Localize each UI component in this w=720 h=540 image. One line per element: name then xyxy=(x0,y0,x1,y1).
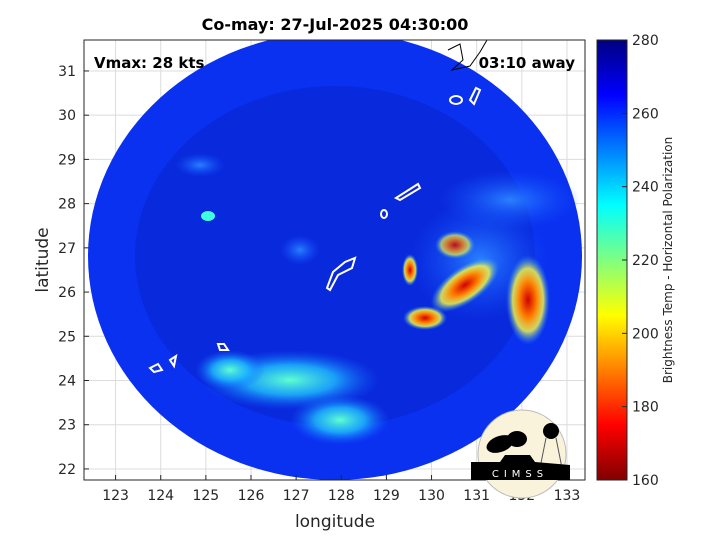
coastline xyxy=(148,86,482,374)
colorbar-ticks: 160 180 200 220 240 260 280 xyxy=(622,33,659,489)
colorbar-label: Brightness Temp - Horizontal Polarizatio… xyxy=(661,137,675,384)
logo-text: CIMSS xyxy=(492,469,548,480)
x-tick-label: 133 xyxy=(554,488,581,504)
y-axis: 22 23 24 25 26 27 28 29 30 31 xyxy=(58,64,89,478)
x-tick-label: 123 xyxy=(102,488,129,504)
x-tick-label: 129 xyxy=(373,488,400,504)
y-tick-label: 30 xyxy=(58,108,76,124)
x-tick-label: 124 xyxy=(147,488,174,504)
vmax-label: Vmax: 28 kts xyxy=(94,54,204,72)
colorbar-tick-label: 280 xyxy=(632,33,659,49)
colorbar-tick-label: 240 xyxy=(632,180,659,196)
colorbar-tick-label: 260 xyxy=(632,106,659,122)
x-tick-label: 127 xyxy=(283,488,310,504)
colorbar-tick-label: 220 xyxy=(632,253,659,269)
y-tick-label: 27 xyxy=(58,241,76,257)
brightness-field xyxy=(88,40,582,480)
x-axis: 123124125126127128129130131132133 xyxy=(102,475,580,504)
cimss-logo: CIMSS xyxy=(471,409,570,499)
x-tick-label: 131 xyxy=(463,488,490,504)
y-tick-label: 26 xyxy=(58,285,76,301)
y-tick-label: 28 xyxy=(58,197,76,213)
y-tick-label: 31 xyxy=(58,64,76,80)
x-axis-label: longitude xyxy=(295,512,375,532)
x-tick-label: 126 xyxy=(238,488,265,504)
y-axis-label: latitude xyxy=(33,227,53,292)
plot-title: Co-may: 27-Jul-2025 04:30:00 xyxy=(202,15,469,34)
y-tick-label: 24 xyxy=(58,374,76,390)
time-away-label: 03:10 away xyxy=(479,54,576,72)
x-tick-label: 130 xyxy=(418,488,445,504)
y-tick-label: 25 xyxy=(58,329,76,345)
colorbar-tick-label: 160 xyxy=(632,473,659,489)
y-tick-label: 23 xyxy=(58,418,76,434)
axes-box xyxy=(83,39,586,481)
x-tick-label: 125 xyxy=(192,488,219,504)
x-tick-label: 128 xyxy=(328,488,355,504)
colorbar-tick-label: 180 xyxy=(632,400,659,416)
colorbar-tick-label: 200 xyxy=(632,326,659,342)
y-tick-label: 29 xyxy=(58,152,76,168)
y-tick-label: 22 xyxy=(58,462,76,478)
